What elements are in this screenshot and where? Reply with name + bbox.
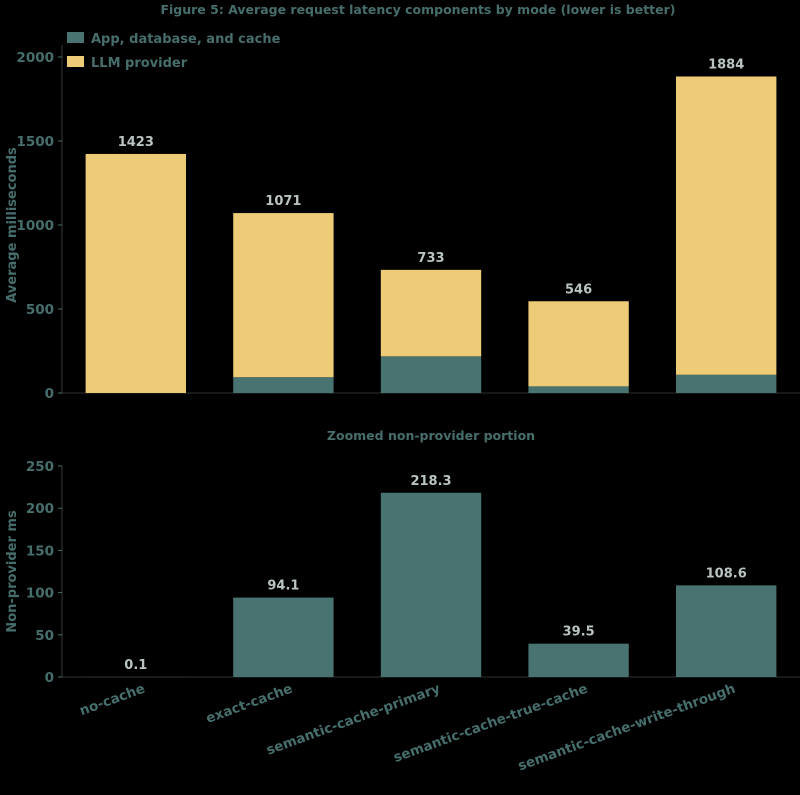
bar-llm-provider (676, 76, 776, 374)
subplot-title: Zoomed non-provider portion (327, 428, 535, 443)
bar-value-label: 108.6 (706, 566, 747, 581)
bar-non-provider (233, 598, 333, 677)
y-tick-label: 150 (26, 543, 54, 559)
bar-llm-provider (86, 154, 186, 393)
x-tick-label: no-cache (77, 681, 147, 719)
x-tick-label: exact-cache (204, 681, 295, 727)
legend-swatch (67, 32, 84, 43)
y-tick-label: 100 (26, 586, 54, 602)
bottom-zoomed-bar-chart: Zoomed non-provider portion 0 50 100 150 200 2… (5, 428, 800, 774)
bar-non-provider (528, 644, 628, 677)
bar-non-provider (676, 585, 776, 677)
bar-non-provider (381, 493, 481, 677)
bar-total-label: 1071 (265, 194, 301, 209)
y-axis-label: Average milliseconds (5, 147, 20, 303)
bar-llm-provider (381, 270, 481, 356)
y-tick-label: 250 (26, 459, 54, 475)
y-tick-label: 1000 (16, 218, 54, 234)
bar-app-db-cache (676, 375, 776, 393)
figure-title: Figure 5: Average request latency compon… (160, 2, 675, 17)
bar-app-db-cache (381, 356, 481, 393)
bar-llm-provider (528, 301, 628, 386)
bar-total-label: 733 (417, 251, 444, 266)
y-axis-label: Non-provider ms (5, 510, 20, 633)
y-tick-label: 50 (35, 628, 54, 644)
y-tick-label: 0 (45, 670, 54, 686)
y-tick-label: 1500 (16, 134, 54, 150)
bar-value-label: 39.5 (563, 625, 595, 640)
legend-label: App, database, and cache (91, 32, 281, 47)
legend-label: LLM provider (91, 56, 188, 71)
top-stacked-bar-chart: 0 500 1000 1500 2000 Average milliseconds 1423… (5, 32, 800, 402)
y-tick-label: 0 (45, 386, 54, 402)
bar-value-label: 0.1 (124, 658, 147, 673)
y-tick-label: 500 (26, 302, 54, 318)
bar-total-label: 546 (565, 282, 592, 297)
bar-llm-provider (233, 213, 333, 377)
legend-swatch (67, 56, 84, 67)
bar-total-label: 1423 (118, 135, 154, 150)
bar-total-label: 1884 (708, 57, 744, 72)
bar-value-label: 94.1 (267, 579, 299, 594)
bar-app-db-cache (233, 377, 333, 393)
bar-value-label: 218.3 (410, 474, 451, 489)
y-tick-label: 2000 (16, 50, 54, 66)
y-tick-label: 200 (26, 501, 54, 517)
bar-app-db-cache (528, 386, 628, 393)
